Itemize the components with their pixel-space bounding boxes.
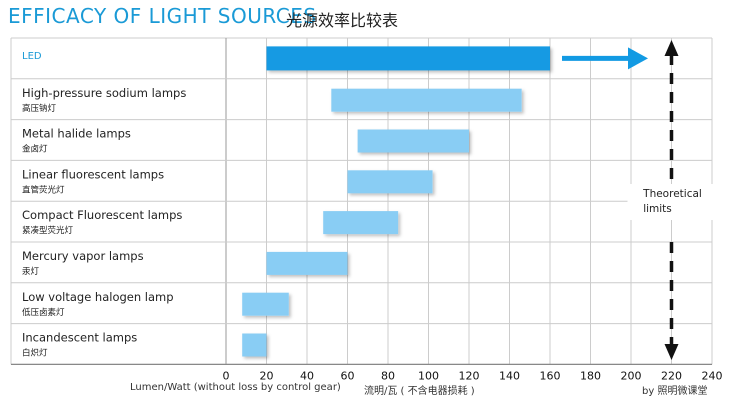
category-label: Linear fluorescent lamps	[22, 167, 164, 181]
category-label-zh: 汞灯	[22, 266, 40, 277]
x-tick-label: 0	[223, 369, 230, 382]
chart-title-en: EFFICACY OF LIGHT SOURCES	[8, 4, 317, 28]
bar	[242, 333, 267, 357]
x-tick-label: 240	[702, 369, 723, 382]
limit-arrow-down	[664, 344, 679, 360]
x-tick-label: 80	[381, 369, 395, 382]
x-axis-label-en: Lumen/Watt (without loss by control gear…	[130, 382, 341, 393]
x-tick-label: 200	[621, 369, 642, 382]
limit-label-line1: Theoretical	[642, 188, 702, 200]
limit-label-bg	[627, 184, 716, 220]
x-axis-label-zh: 流明/瓦 ( 不含电器损耗 )	[364, 386, 475, 397]
limit-arrow-up	[664, 40, 679, 56]
x-tick-label: 60	[341, 369, 355, 382]
limit-label-line2: limits	[643, 203, 672, 215]
bar	[323, 211, 399, 235]
category-label: High-pressure sodium lamps	[22, 86, 186, 100]
category-label-zh: 金卤灯	[22, 144, 48, 155]
category-label-zh: 直管荧光灯	[22, 184, 65, 195]
category-label-zh: 紧凑型荧光灯	[22, 225, 74, 236]
x-tick-label: 120	[459, 369, 480, 382]
bar	[357, 129, 469, 153]
category-label: LED	[22, 51, 42, 62]
category-label: Mercury vapor lamps	[22, 249, 144, 263]
chart-title-zh: 光源效率比较表	[286, 11, 399, 30]
bar	[242, 292, 289, 316]
category-label-zh: 高压钠灯	[22, 103, 57, 114]
category-label-zh: 低压卤素灯	[22, 307, 65, 318]
x-tick-label: 40	[300, 369, 314, 382]
category-label: Incandescent lamps	[22, 331, 137, 345]
bar	[266, 46, 550, 71]
category-label-zh: 白炽灯	[22, 348, 48, 359]
bar	[347, 170, 433, 194]
bar	[331, 88, 522, 112]
category-label: Compact Fluorescent lamps	[22, 208, 182, 222]
category-label: Metal halide lamps	[22, 127, 131, 141]
x-tick-label: 140	[499, 369, 520, 382]
led-arrow-head	[628, 47, 648, 70]
x-tick-label: 180	[580, 369, 601, 382]
category-label: Low voltage halogen lamp	[22, 290, 174, 304]
credit-text: by 照明微课堂	[642, 386, 708, 397]
x-tick-label: 160	[540, 369, 561, 382]
bar	[266, 251, 348, 275]
x-tick-label: 220	[661, 369, 682, 382]
x-tick-label: 20	[260, 369, 274, 382]
x-tick-label: 100	[418, 369, 439, 382]
